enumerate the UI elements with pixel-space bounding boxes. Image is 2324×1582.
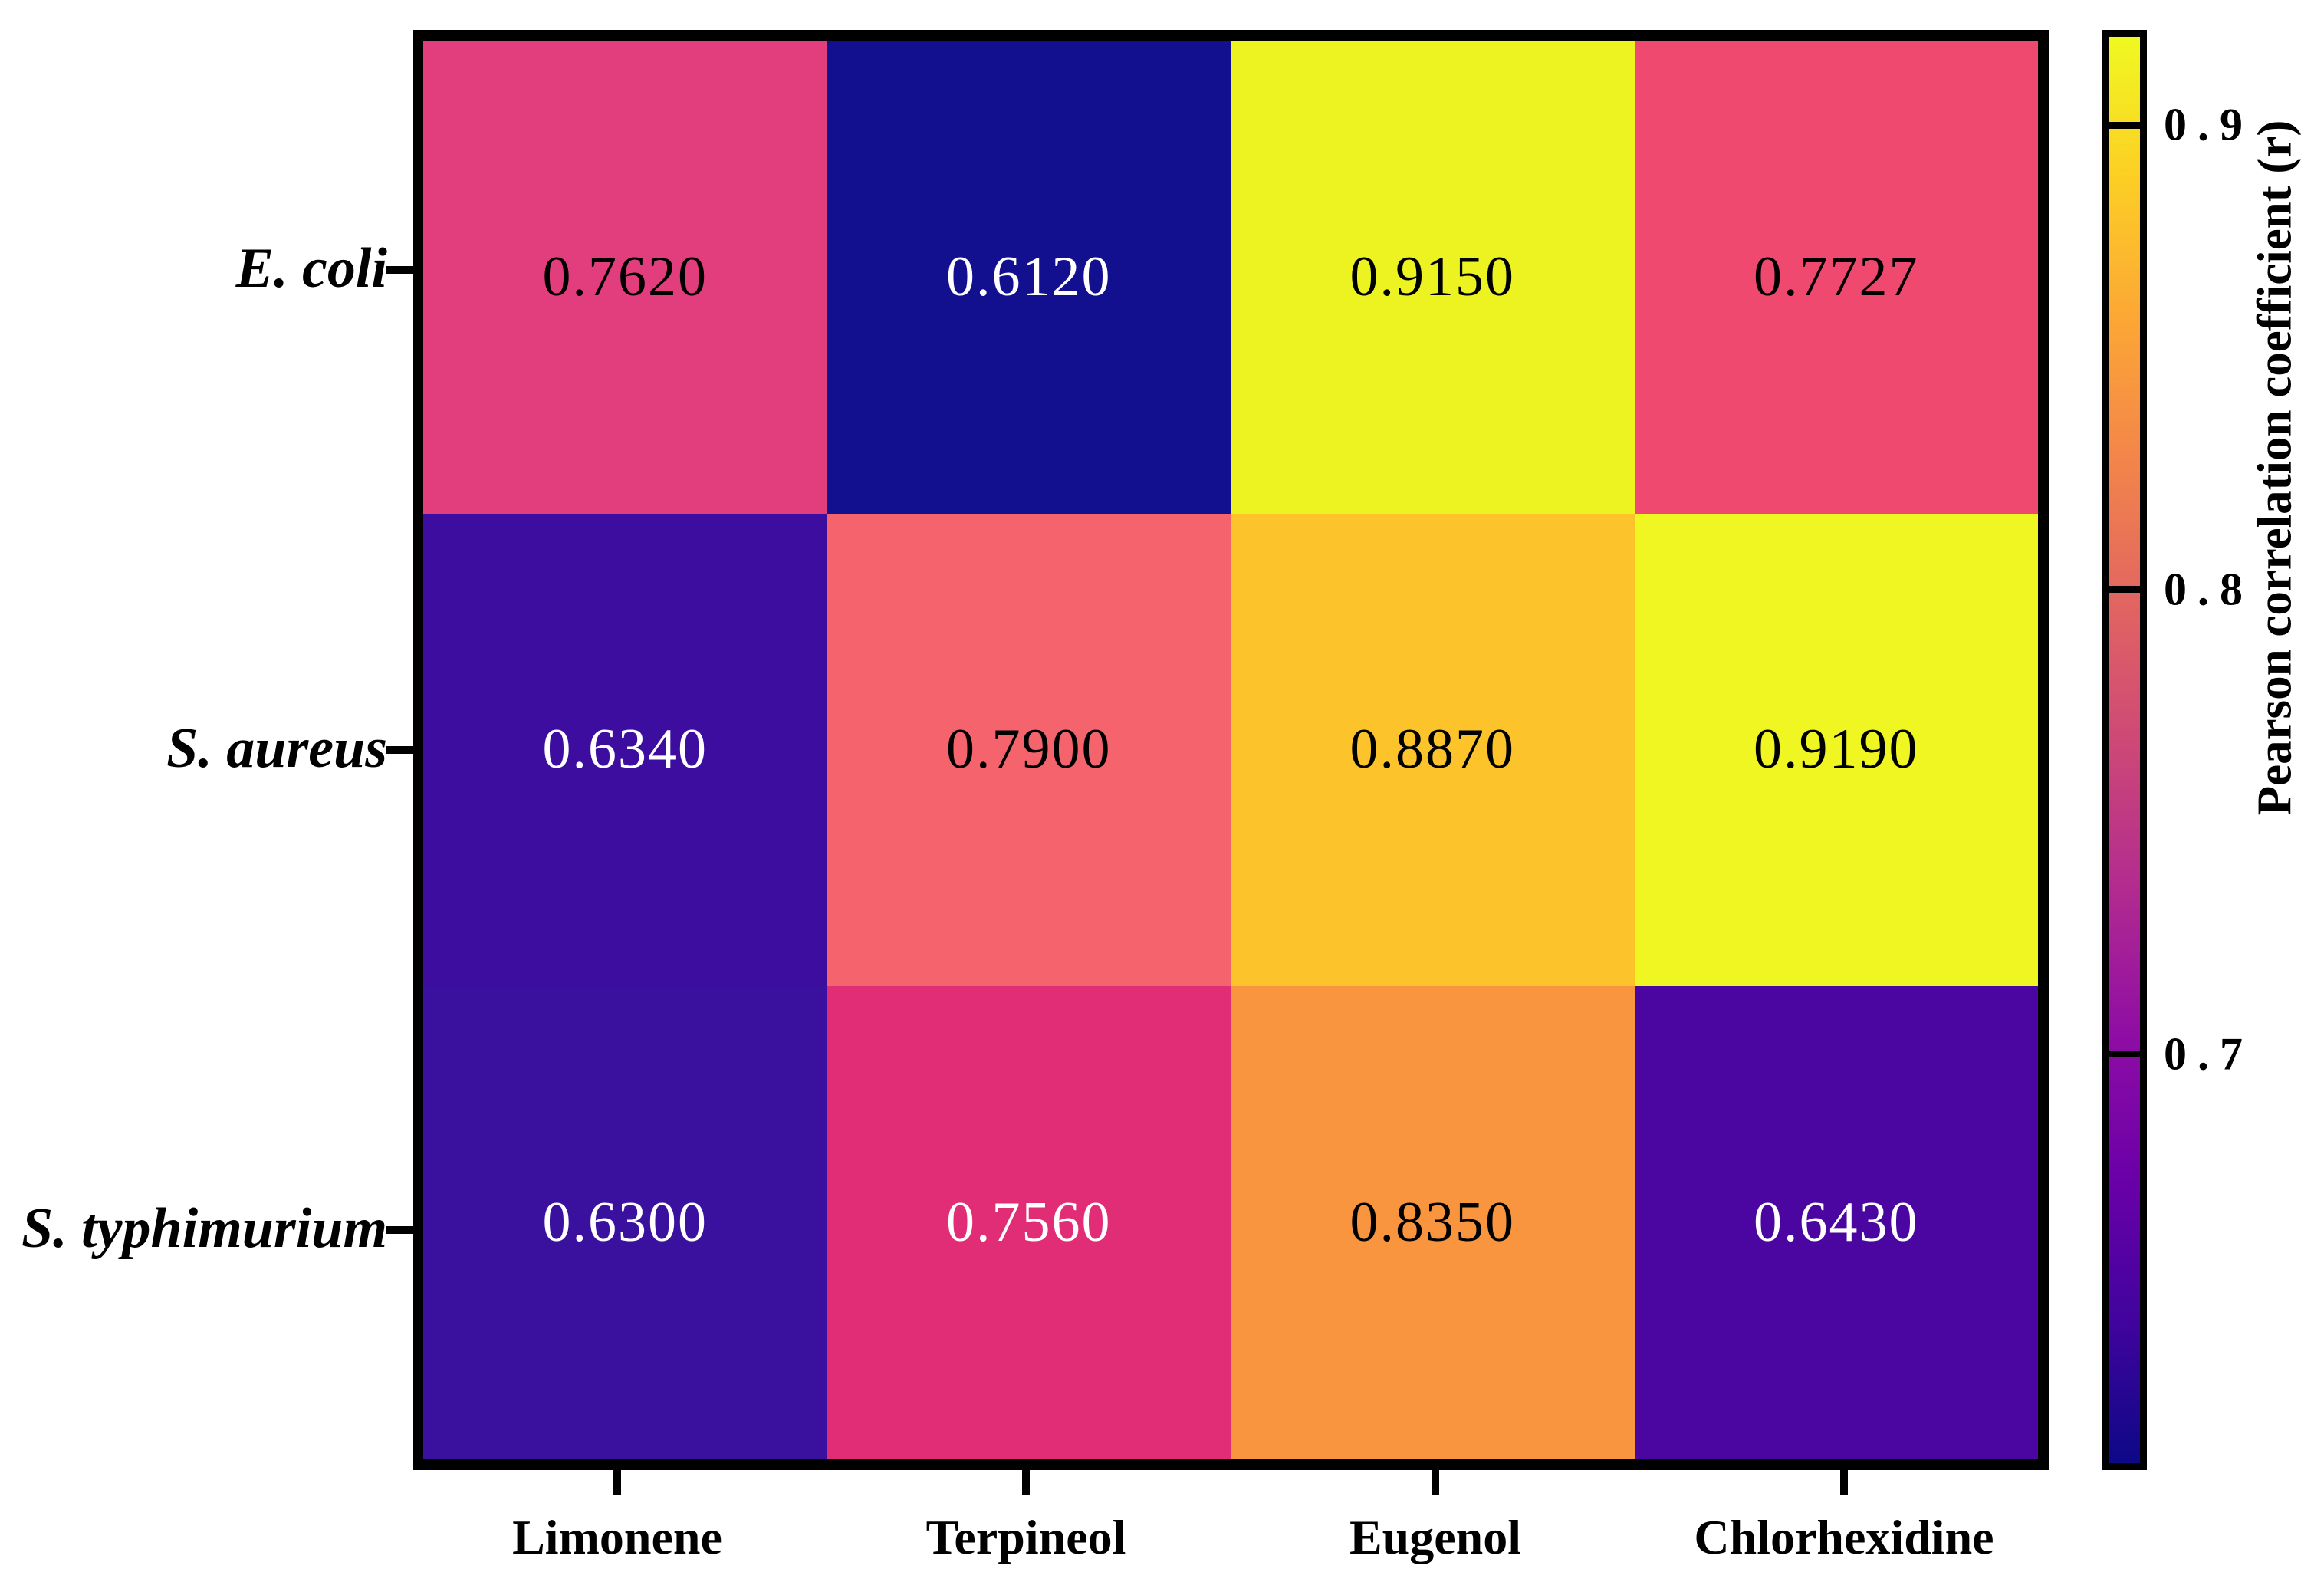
colorbar-tick: [2123, 586, 2140, 594]
cell-value: 0.6120: [946, 245, 1112, 308]
colorbar-gradient: [2109, 37, 2140, 1463]
colorbar-tick-label: 0.9: [2164, 99, 2253, 150]
cell-value: 0.7900: [946, 718, 1112, 781]
heatmap-cell: 0.7620: [423, 41, 827, 514]
colorbar: [2102, 30, 2147, 1470]
y-axis-tick: [386, 746, 413, 754]
cell-value: 0.6300: [542, 1191, 708, 1255]
heatmap-grid: 0.7620 0.6120 0.9150 0.7727 0.6340 0.7900 0.88…: [413, 30, 2049, 1470]
heatmap-cell: 0.6300: [423, 986, 827, 1459]
x-axis-tick: [1840, 1470, 1848, 1495]
heatmap-cell: 0.9150: [1231, 41, 1635, 514]
column-label: Chlorhexidine: [1694, 1510, 1994, 1564]
row-label: E. coli: [235, 236, 387, 300]
colorbar-axis-label: Pearson correlation coefficient (r): [2247, 120, 2302, 816]
colorbar-tick: [2109, 121, 2126, 129]
column-label: Eugenol: [1349, 1510, 1522, 1564]
heatmap-cell: 0.7727: [1634, 41, 2038, 514]
cell-value: 0.7560: [946, 1191, 1112, 1255]
colorbar-tick: [2109, 586, 2126, 594]
cell-value: 0.8350: [1349, 1191, 1515, 1255]
y-axis-tick: [386, 1226, 413, 1234]
heatmap-cell: 0.9190: [1634, 513, 2038, 987]
heatmap-cell: 0.6340: [423, 513, 827, 987]
colorbar-tick-label: 0.8: [2164, 564, 2253, 615]
colorbar-tick: [2109, 1051, 2126, 1058]
x-axis-tick: [1432, 1470, 1439, 1495]
x-axis-tick: [613, 1470, 621, 1495]
cell-value: 0.8870: [1349, 718, 1515, 781]
colorbar-tick-label: 0.7: [2164, 1028, 2253, 1080]
x-axis-tick: [1022, 1470, 1030, 1495]
column-label: Limonene: [512, 1510, 722, 1564]
cell-value: 0.9150: [1349, 245, 1515, 308]
heatmap-cell: 0.6430: [1634, 986, 2038, 1459]
cell-value: 0.7727: [1754, 245, 1919, 308]
row-label: S. aureus: [166, 716, 387, 780]
cell-value: 0.9190: [1754, 718, 1919, 781]
y-axis-tick: [386, 266, 413, 274]
heatmap-cell: 0.6120: [827, 41, 1231, 514]
heatmap-cell: 0.8870: [1231, 513, 1635, 987]
heatmap-cell: 0.8350: [1231, 986, 1635, 1459]
colorbar-tick: [2123, 1051, 2140, 1058]
heatmap-cell: 0.7900: [827, 513, 1231, 987]
cell-value: 0.7620: [542, 245, 708, 308]
cell-value: 0.6340: [542, 718, 708, 781]
colorbar-tick: [2123, 121, 2140, 129]
row-label: S. typhimurium: [21, 1196, 387, 1260]
heatmap-cell: 0.7560: [827, 986, 1231, 1459]
column-label: Terpineol: [925, 1510, 1126, 1564]
cell-value: 0.6430: [1754, 1191, 1919, 1255]
